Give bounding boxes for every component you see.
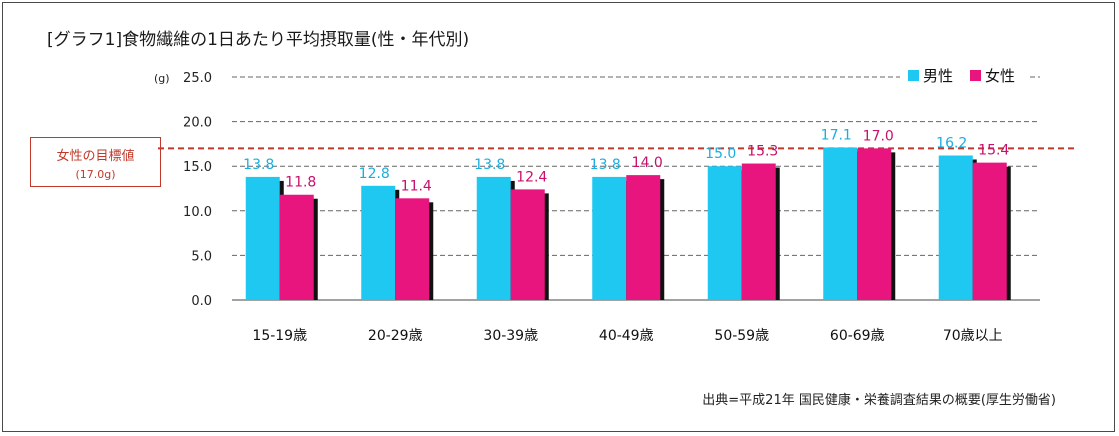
bar-female — [279, 194, 314, 300]
target-value-text: (17.0g) — [75, 168, 116, 181]
data-label-female: 14.0 — [632, 155, 663, 171]
data-label-female: 11.4 — [401, 178, 432, 194]
data-label-male: 17.1 — [821, 127, 852, 143]
data-label-male: 13.8 — [243, 157, 274, 173]
data-label-female: 15.3 — [747, 144, 778, 160]
bar-female — [395, 198, 430, 300]
legend-swatch-female — [970, 70, 981, 81]
x-category-label: 60-69歳 — [830, 328, 885, 344]
target-label: 女性の目標値 — [56, 149, 135, 164]
chart-title: [グラフ1]食物繊維の1日あたり平均摂取量(性・年代別) — [47, 30, 470, 50]
legend-swatch-male — [908, 70, 919, 81]
y-tick-label: 15.0 — [183, 160, 212, 175]
x-category-label: 20-29歳 — [368, 328, 423, 344]
data-label-male: 15.0 — [705, 146, 736, 162]
data-label-male: 12.8 — [359, 166, 390, 182]
source-note: 出典=平成21年 国民健康・栄養調査結果の概要(厚生労働省) — [702, 393, 1056, 408]
y-tick-label: 10.0 — [183, 205, 212, 220]
data-label-female: 15.4 — [978, 143, 1009, 159]
y-tick-label: 20.0 — [183, 116, 212, 131]
bar-female — [626, 175, 661, 300]
bar-female — [857, 148, 892, 300]
bar-female — [972, 162, 1007, 300]
bar-male — [592, 176, 627, 300]
legend-label-female: 女性 — [985, 67, 1015, 85]
x-category-label: 50-59歳 — [714, 328, 769, 344]
data-label-male: 13.8 — [474, 157, 505, 173]
target-callout: 女性の目標値 (17.0g) — [30, 137, 161, 187]
data-label-male: 13.8 — [590, 157, 621, 173]
bar-male — [707, 166, 742, 300]
bar-female — [510, 189, 545, 300]
y-tick-label: 25.0 — [183, 71, 212, 86]
data-label-female: 12.4 — [516, 169, 547, 185]
bar-male — [361, 185, 396, 300]
x-category-label: 15-19歳 — [252, 328, 307, 344]
bar-male — [938, 155, 973, 300]
y-tick-label: 0.0 — [191, 294, 212, 309]
x-category-label: 30-39歳 — [483, 328, 538, 344]
legend-label-male: 男性 — [923, 67, 953, 85]
bar-male — [245, 176, 280, 300]
data-label-female: 17.0 — [863, 128, 894, 144]
x-category-label: 40-49歳 — [599, 328, 654, 344]
x-category-label: 70歳以上 — [943, 328, 1003, 344]
y-tick-label: 5.0 — [191, 249, 212, 264]
bar-female — [741, 163, 776, 300]
bar-male — [823, 147, 858, 300]
data-label-female: 11.8 — [285, 175, 316, 191]
bar-male — [476, 176, 511, 300]
y-unit-label: (g) — [154, 72, 170, 85]
data-label-male: 16.2 — [936, 135, 967, 151]
